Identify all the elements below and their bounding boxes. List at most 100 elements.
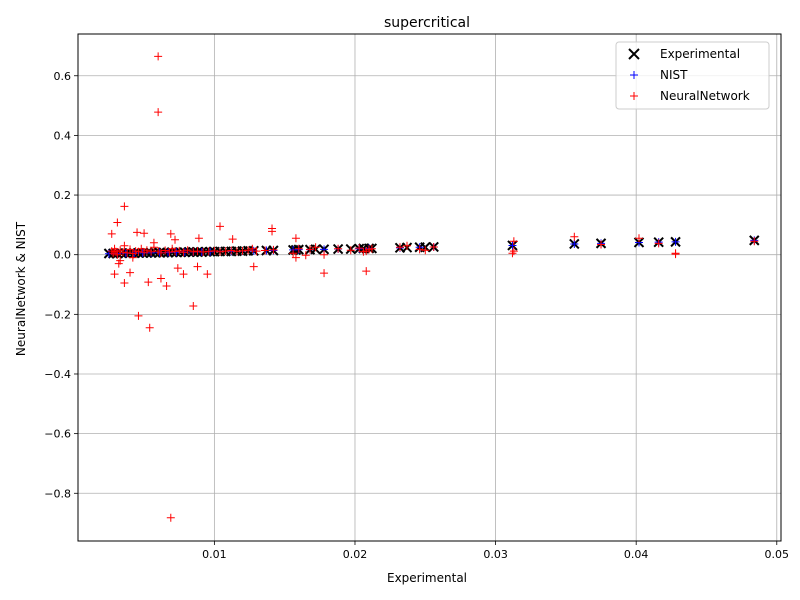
legend-label: Experimental	[660, 47, 740, 61]
legend-entry-experimental: Experimental	[628, 47, 740, 61]
data-point-neuralnetwork	[193, 262, 202, 271]
data-point-neuralnetwork	[142, 246, 151, 255]
data-point-neuralnetwork	[238, 246, 247, 255]
data-point-neuralnetwork	[671, 250, 680, 259]
axis-ticks: 0.01 0.02 0.03 0.04 0.05 −0.8 −0.6 −0.4 −0.2 0.0 0…	[44, 70, 789, 561]
legend-entry-neuralnetwork: NeuralNetwork	[630, 89, 750, 103]
data-point-neuralnetwork	[634, 234, 643, 243]
data-point-neuralnetwork	[116, 256, 125, 265]
data-point-neuralnetwork	[110, 270, 119, 279]
data-point-nist	[671, 237, 680, 246]
legend-label: NeuralNetwork	[660, 89, 750, 103]
legend-label: NIST	[660, 68, 688, 82]
data-point-neuralnetwork	[147, 247, 156, 256]
data-point-neuralnetwork	[204, 247, 213, 256]
y-tick-label: −0.8	[44, 487, 71, 500]
y-tick-label: 0.6	[54, 70, 72, 83]
data-point-neuralnetwork	[260, 246, 269, 255]
data-point-neuralnetwork	[291, 253, 300, 262]
data-point-neuralnetwork	[305, 245, 314, 254]
plot-frame	[77, 33, 782, 542]
x-tick-label: 0.04	[624, 548, 649, 561]
data-point-neuralnetwork	[421, 246, 430, 255]
data-point-neuralnetwork	[228, 235, 237, 244]
data-point-neuralnetwork	[320, 250, 329, 259]
data-point-neuralnetwork	[203, 270, 212, 279]
legend-marker	[630, 71, 638, 79]
legend-marker	[630, 92, 638, 100]
data-point-neuralnetwork	[227, 246, 236, 255]
y-tick-label: −0.2	[44, 308, 71, 321]
data-point-neuralnetwork	[194, 234, 203, 243]
data-point-neuralnetwork	[346, 246, 355, 255]
data-point-neuralnetwork	[597, 240, 606, 249]
data-point-neuralnetwork	[179, 270, 188, 279]
y-tick-label: 0.0	[54, 249, 72, 262]
data-point-neuralnetwork	[289, 249, 298, 258]
data-point-neuralnetwork	[171, 235, 180, 244]
data-point-neuralnetwork	[252, 247, 261, 256]
data-point-neuralnetwork	[221, 247, 230, 256]
data-point-neuralnetwork	[118, 248, 127, 257]
data-point-neuralnetwork	[415, 245, 424, 254]
data-point-neuralnetwork	[173, 264, 182, 273]
legend-entry-nist: NIST	[630, 68, 688, 82]
data-point-neuralnetwork	[144, 278, 153, 287]
legend-marker	[628, 48, 640, 60]
data-point-neuralnetwork	[154, 108, 163, 117]
data-point-neuralnetwork	[156, 248, 165, 257]
data-point-neuralnetwork	[128, 253, 137, 262]
data-point-neuralnetwork	[166, 229, 175, 238]
data-point-neuralnetwork	[291, 234, 300, 243]
data-point-neuralnetwork	[120, 202, 129, 211]
y-tick-label: 0.2	[54, 189, 72, 202]
data-point-neuralnetwork	[175, 246, 184, 255]
data-point-neuralnetwork	[570, 232, 579, 241]
data-point-neuralnetwork	[232, 247, 241, 256]
x-tick-label: 0.01	[202, 548, 227, 561]
data-point-experimental	[183, 246, 195, 258]
data-point-neuralnetwork	[311, 243, 320, 252]
data-point-neuralnetwork	[248, 244, 257, 253]
y-tick-label: 0.4	[54, 129, 72, 142]
legend-box	[615, 41, 770, 110]
data-point-neuralnetwork	[294, 244, 303, 253]
data-point-nist	[570, 239, 579, 248]
data-point-neuralnetwork	[362, 267, 371, 276]
data-point-neuralnetwork	[320, 269, 329, 278]
data-point-neuralnetwork	[120, 279, 129, 288]
data-point-neuralnetwork	[249, 262, 258, 271]
legend: Experimental NIST NeuralNetwork	[615, 41, 770, 110]
data-point-neuralnetwork	[145, 323, 154, 332]
data-point-neuralnetwork	[162, 282, 171, 291]
data-point-neuralnetwork	[140, 229, 149, 238]
data-point-neuralnetwork	[654, 239, 663, 248]
series-neuralnetwork	[107, 52, 759, 522]
data-point-neuralnetwork	[113, 250, 122, 259]
data-point-neuralnetwork	[193, 247, 202, 256]
data-point-neuralnetwork	[403, 241, 412, 250]
data-point-neuralnetwork	[199, 248, 208, 257]
y-axis-label: NeuralNetwork & NIST	[14, 221, 28, 356]
data-point-neuralnetwork	[126, 245, 135, 254]
chart-title: supercritical	[384, 15, 470, 31]
data-point-neuralnetwork	[133, 228, 142, 237]
data-point-neuralnetwork	[156, 274, 165, 283]
data-point-neuralnetwork	[171, 247, 180, 256]
data-point-neuralnetwork	[189, 247, 198, 256]
data-point-nist	[508, 241, 517, 250]
grid-lines	[78, 34, 781, 541]
x-tick-label: 0.03	[483, 548, 508, 561]
data-point-neuralnetwork	[508, 249, 517, 258]
data-point-neuralnetwork	[183, 246, 192, 255]
data-point-neuralnetwork	[367, 244, 376, 253]
x-tick-label: 0.05	[765, 548, 790, 561]
data-point-neuralnetwork	[750, 237, 759, 246]
data-point-neuralnetwork	[269, 245, 278, 254]
data-point-neuralnetwork	[429, 242, 438, 251]
data-point-neuralnetwork	[509, 237, 518, 246]
data-point-neuralnetwork	[126, 268, 135, 277]
data-point-neuralnetwork	[210, 246, 219, 255]
y-tick-label: −0.6	[44, 428, 71, 441]
